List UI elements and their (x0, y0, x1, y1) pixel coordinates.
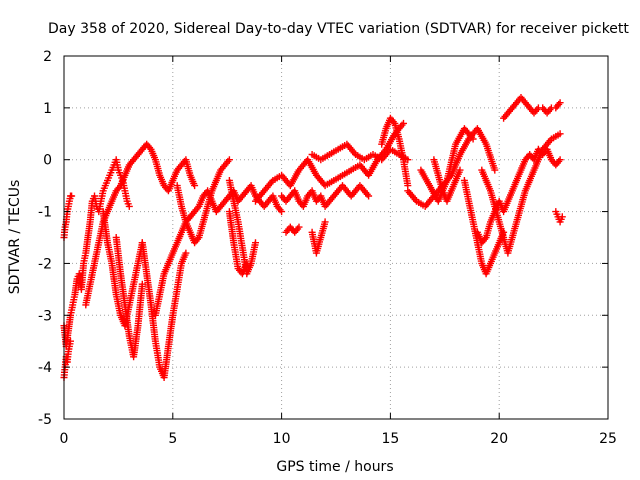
data-point (68, 192, 76, 200)
data-points (60, 94, 566, 381)
x-tick-label: 15 (381, 431, 399, 447)
data-point (191, 182, 199, 190)
series-arc-c (60, 192, 76, 241)
data-point (67, 337, 74, 345)
data-point (556, 130, 564, 138)
series-arc-k (225, 208, 251, 278)
data-point (365, 192, 373, 200)
data-point (400, 119, 407, 127)
data-point (321, 218, 329, 226)
series-arc-i (173, 156, 233, 247)
y-tick-label: 1 (43, 101, 52, 117)
data-point (556, 156, 564, 164)
y-tick-label: 0 (43, 153, 52, 169)
x-tick-label: 20 (490, 431, 508, 447)
series-arc-q (378, 114, 412, 190)
x-tick-label: 0 (60, 431, 69, 447)
y-tick-label: -3 (38, 308, 52, 324)
data-point (138, 280, 146, 288)
x-tick-label: 5 (168, 431, 177, 447)
series-arc-p (308, 140, 412, 164)
series-arc-v (473, 145, 564, 247)
plot-frame (63, 55, 609, 420)
series-arc-y (552, 208, 566, 226)
data-point (252, 239, 259, 247)
data-point (556, 99, 564, 107)
series-arc-f (112, 234, 146, 361)
y-tick-label: -5 (38, 412, 52, 428)
data-point (243, 259, 251, 267)
data-point (278, 208, 286, 216)
data-point (456, 166, 464, 174)
series-arc-h (151, 182, 286, 319)
chart-title: Day 358 of 2020, Sidereal Day-to-day VTE… (48, 21, 629, 37)
series-arc-w (478, 130, 564, 257)
data-point (225, 156, 233, 164)
series-arc-s (417, 125, 477, 205)
series-arc-d (82, 140, 199, 309)
data-point (182, 249, 190, 257)
grid (64, 56, 608, 419)
series-arc-t (430, 156, 464, 205)
data-point (558, 213, 566, 221)
data-point (125, 202, 133, 210)
series-arc-x (500, 94, 564, 122)
series-arc-m (278, 182, 373, 210)
data-point (491, 166, 499, 174)
series-arc-o (308, 218, 329, 257)
x-axis-label: GPS time / hours (276, 459, 393, 475)
y-tick-label: 2 (43, 49, 52, 65)
y-tick-label: -4 (38, 360, 52, 376)
axis-ticks: 0 5 10 15 20 25 -5 -4 -3 -2 -1 0 1 2 (38, 49, 617, 447)
series-arc-j (225, 177, 259, 278)
data-point (295, 223, 303, 231)
series-arc-g (138, 239, 190, 381)
data-point (469, 135, 477, 143)
x-tick-label: 25 (599, 431, 617, 447)
y-tick-label: -1 (38, 205, 52, 221)
series-arc-n (282, 223, 303, 236)
y-axis-label: SDTVAR / TECUs (7, 180, 23, 295)
y-tick-label: -2 (38, 256, 52, 272)
x-tick-label: 10 (273, 431, 291, 447)
